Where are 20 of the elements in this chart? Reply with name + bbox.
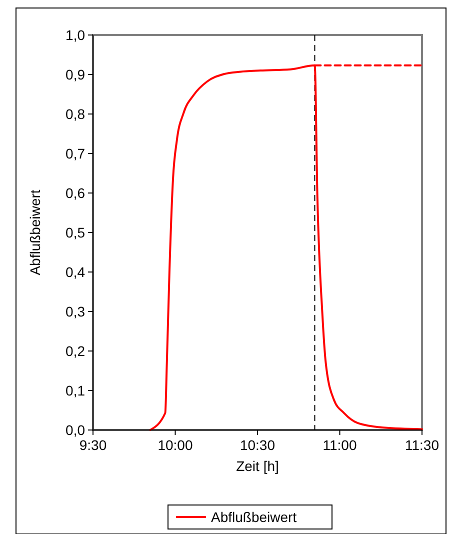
legend-label: Abflußbeiwert bbox=[211, 509, 297, 525]
y-tick-label: 0,7 bbox=[66, 146, 86, 162]
y-tick-label: 0,2 bbox=[66, 343, 86, 359]
line-series bbox=[149, 64, 423, 431]
y-tick-label: 0,4 bbox=[66, 264, 86, 280]
y-tick-label: 1,0 bbox=[66, 27, 86, 43]
y-tick-label: 0,1 bbox=[66, 382, 86, 398]
x-tick-label: 11:00 bbox=[322, 437, 357, 453]
y-tick-label: 0,3 bbox=[66, 304, 86, 320]
x-tick-label: 11:30 bbox=[405, 437, 440, 453]
y-tick-label: 0,5 bbox=[66, 224, 86, 240]
y-tick-label: 0,9 bbox=[66, 66, 86, 82]
y-axis-title: Abflußbeiwert bbox=[27, 190, 43, 276]
x-axis-title: Zeit [h] bbox=[236, 458, 279, 474]
x-tick-label: 10:00 bbox=[158, 437, 193, 453]
x-tick-label: 9:30 bbox=[79, 437, 107, 453]
y-tick-label: 0,8 bbox=[66, 106, 86, 122]
y-tick-label: 0,0 bbox=[66, 422, 86, 438]
x-tick-label: 10:30 bbox=[240, 437, 276, 453]
y-tick-label: 0,6 bbox=[66, 185, 86, 201]
